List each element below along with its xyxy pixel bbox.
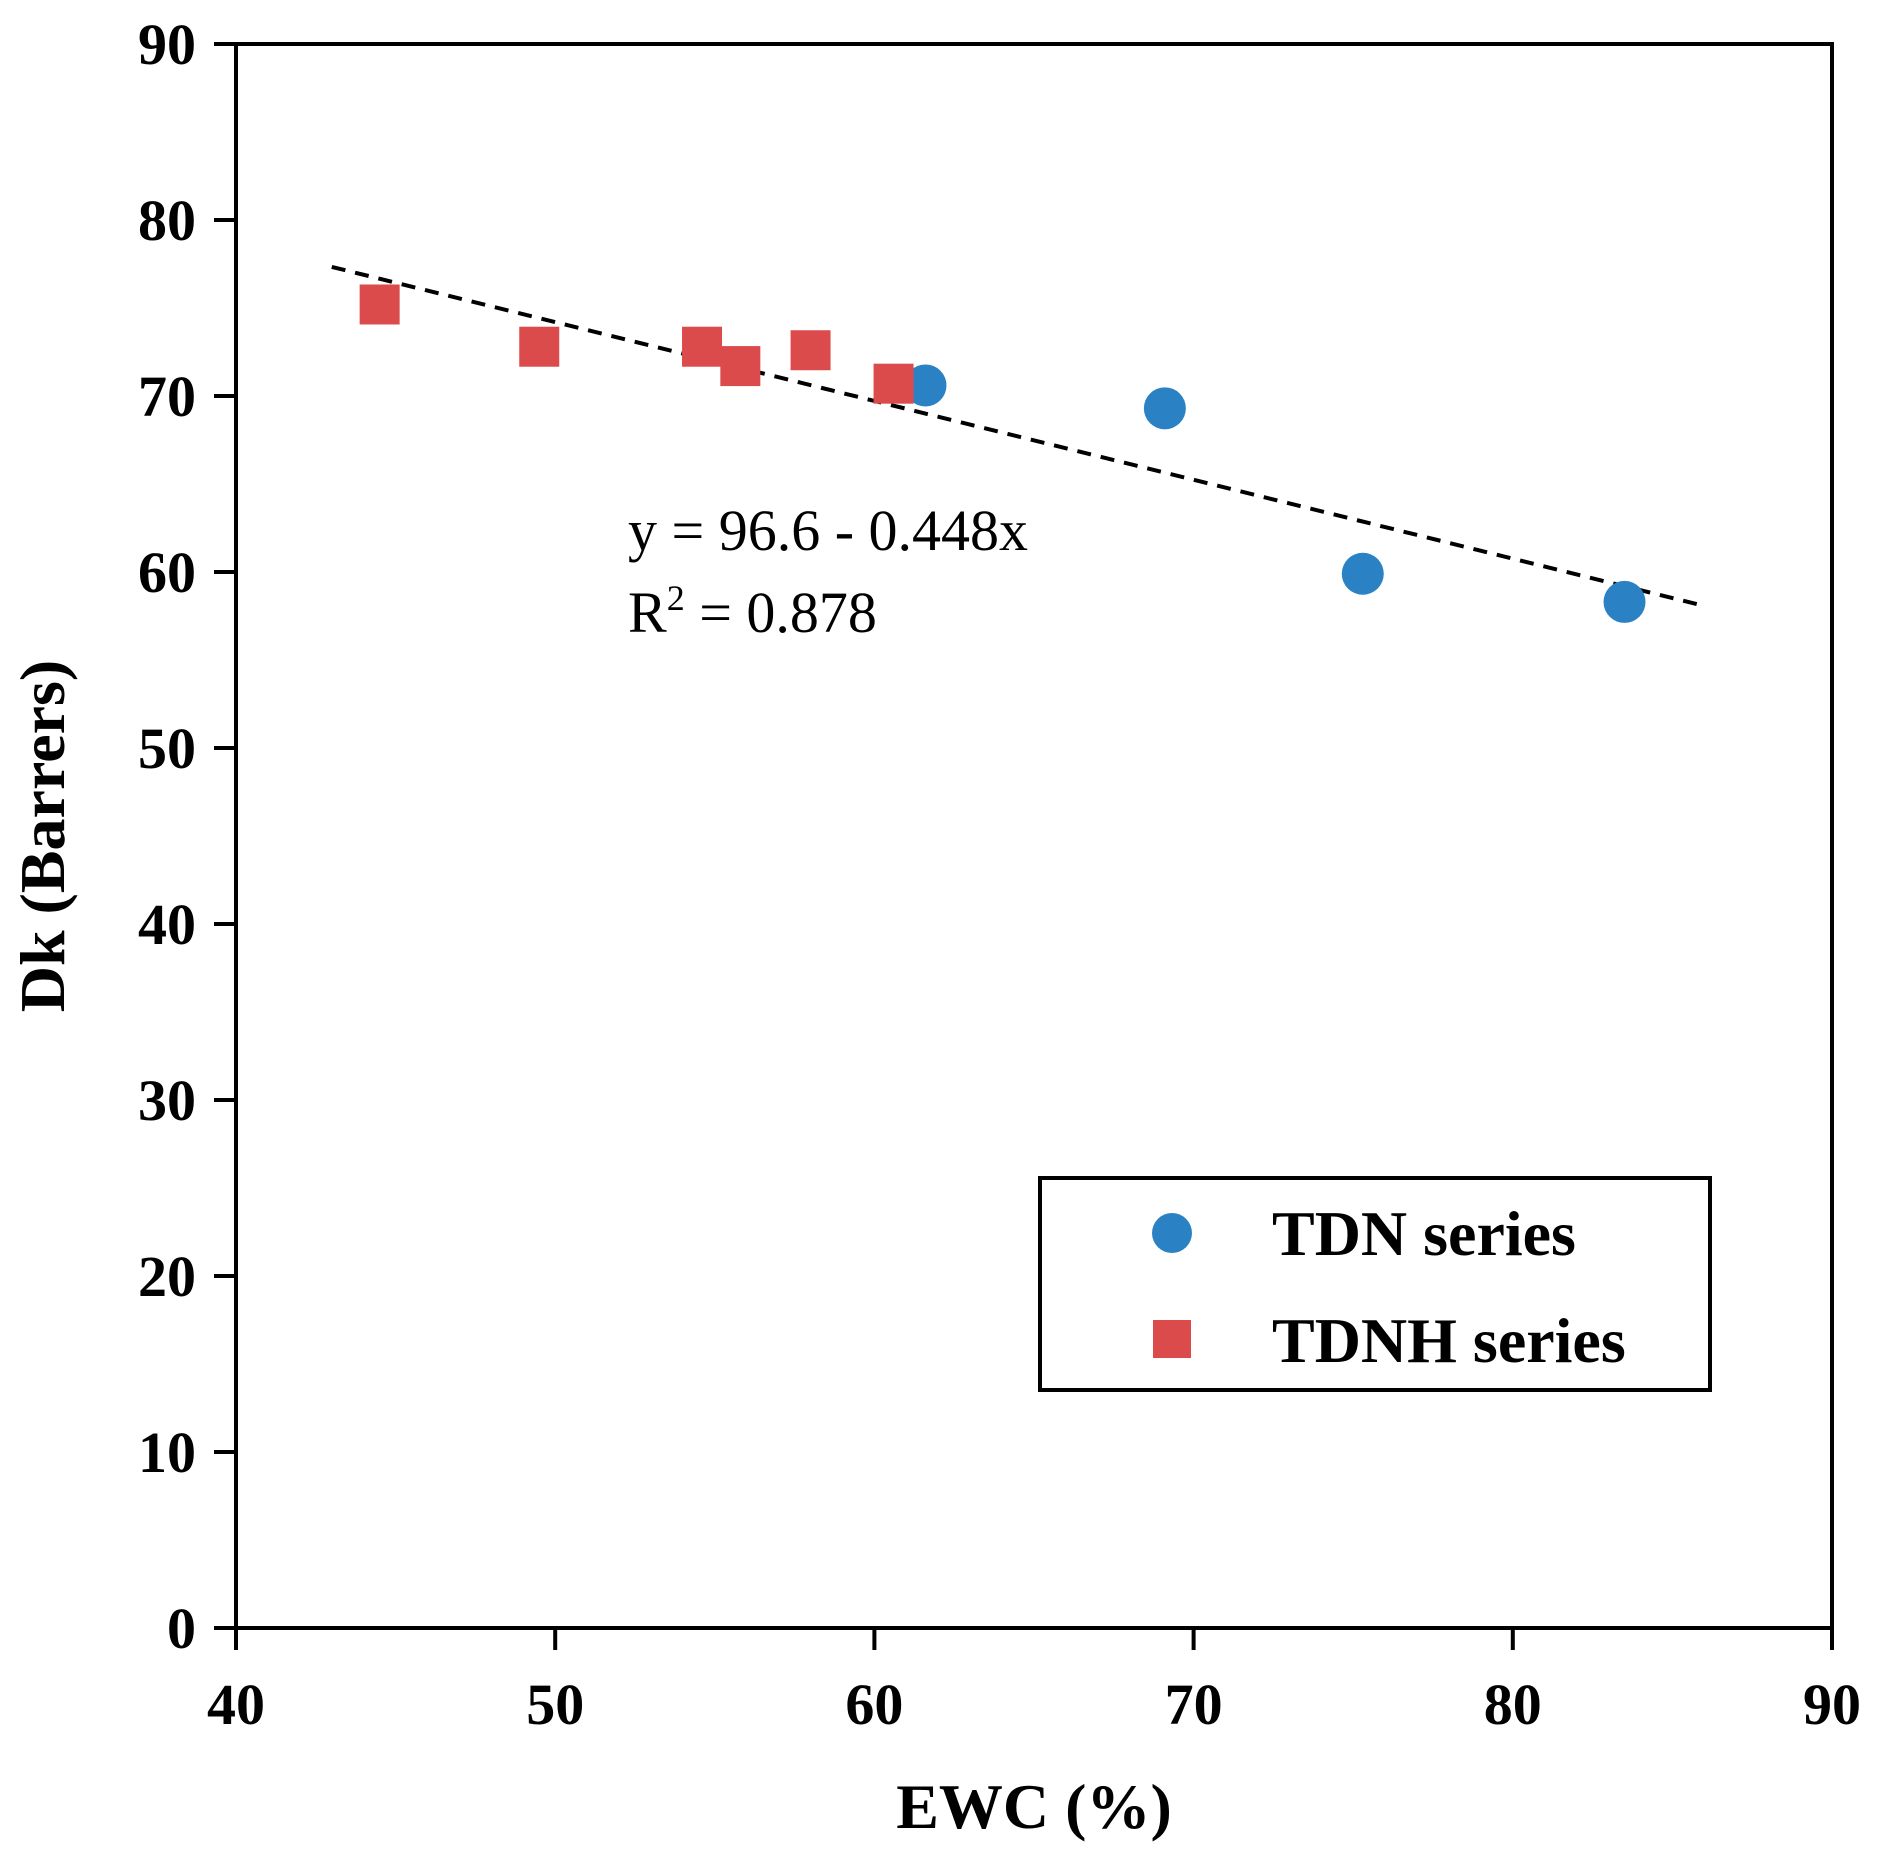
- tdnh-point: [359, 284, 400, 325]
- legend-box: [1038, 1176, 1712, 1392]
- axis-ticks: 0 10 20 30 40 50 60 70 80 90 40 50 60 70 80 90: [138, 12, 1861, 1737]
- tdn-point: [1341, 552, 1384, 595]
- y-tick-label: 50: [138, 716, 196, 781]
- tdn-point: [1603, 580, 1646, 623]
- y-tick-label: 40: [138, 892, 196, 957]
- data-points: [359, 284, 1646, 623]
- tdnh-point: [790, 330, 831, 371]
- x-tick-label: 90: [1803, 1672, 1861, 1737]
- y-tick-label: 90: [138, 12, 196, 77]
- x-tick-label: 40: [207, 1672, 265, 1737]
- r-squared-superscript: 2: [667, 578, 685, 618]
- x-tick-label: 50: [526, 1672, 584, 1737]
- legend-label-tdnh: TDNH series: [1272, 1305, 1626, 1376]
- legend-marker-tdn: [1152, 1213, 1192, 1253]
- x-tick-label: 60: [845, 1672, 903, 1737]
- y-tick-label: 20: [138, 1244, 196, 1309]
- y-tick-label: 30: [138, 1068, 196, 1133]
- x-tick-label: 80: [1484, 1672, 1542, 1737]
- legend: TDN series TDNH series: [1038, 1176, 1712, 1392]
- trendline-equation: y = 96.6 - 0.448x: [628, 498, 1028, 563]
- y-axis-title: Dk (Barrers): [7, 660, 78, 1013]
- tdn-point: [1143, 387, 1186, 430]
- r-squared-value: = 0.878: [685, 580, 877, 645]
- tdn-point: [904, 364, 947, 407]
- legend-marker-tdnh: [1153, 1320, 1191, 1358]
- tdnh-point: [682, 326, 723, 367]
- tdnh-point: [873, 363, 914, 404]
- tdnh-point: [720, 346, 761, 387]
- r-squared-prefix: R: [628, 580, 667, 645]
- tdnh-point: [519, 326, 560, 367]
- y-tick-label: 60: [138, 540, 196, 605]
- r-squared-label: R2 = 0.878: [628, 578, 877, 645]
- legend-label-tdn: TDN series: [1272, 1198, 1576, 1269]
- y-tick-label: 70: [138, 364, 196, 429]
- x-axis-title: EWC (%): [896, 1771, 1172, 1842]
- y-tick-label: 0: [167, 1596, 196, 1661]
- y-tick-label: 80: [138, 188, 196, 253]
- trendline-group: [331, 264, 1705, 608]
- trendline: [331, 264, 1705, 608]
- x-tick-label: 70: [1165, 1672, 1223, 1737]
- plot-area-frame: [234, 42, 1834, 1630]
- y-tick-label: 10: [138, 1420, 196, 1485]
